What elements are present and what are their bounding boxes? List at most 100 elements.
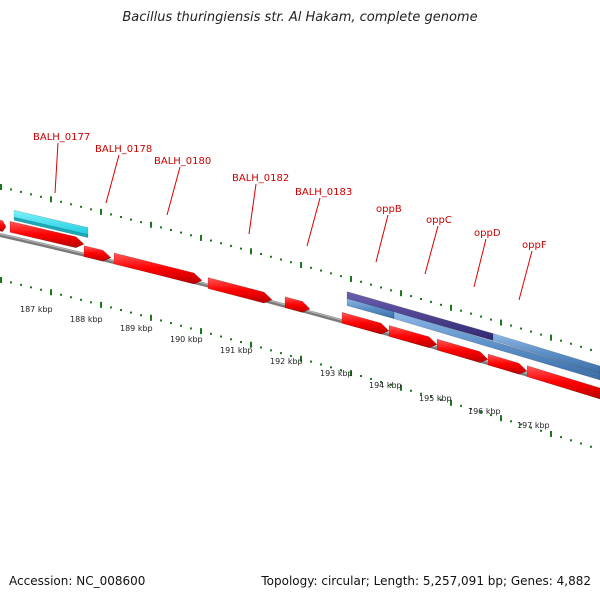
label-leader-line (248, 183, 257, 235)
major-tick (450, 304, 452, 311)
gene-label-balh-0178: BALH_0178 (95, 144, 152, 155)
minor-tick (290, 354, 292, 357)
outer-tick-ring (0, 184, 592, 351)
label-leader-line (54, 142, 59, 194)
minor-tick (340, 369, 342, 372)
kbp-label-layer: 187 kbp 188 kbp 189 kbp 190 kbp 191 kbp … (20, 305, 550, 430)
minor-tick (480, 411, 482, 413)
minor-tick (540, 333, 542, 336)
minor-tick (360, 375, 362, 377)
minor-tick (110, 213, 112, 216)
kbp-label-187: 187 kbp (20, 305, 53, 314)
minor-tick (460, 404, 462, 407)
minor-tick (270, 349, 272, 352)
minor-tick (270, 255, 272, 258)
minor-tick (530, 330, 532, 333)
minor-tick (30, 286, 32, 289)
minor-tick (560, 339, 562, 342)
tick-layer (0, 184, 592, 448)
major-tick (150, 221, 152, 228)
minor-tick (170, 228, 172, 231)
minor-tick (40, 195, 42, 198)
inner-tick-ring (0, 277, 592, 448)
minor-tick (480, 315, 482, 318)
minor-tick (10, 188, 12, 191)
gene-label-oppc: oppC (426, 215, 452, 226)
major-tick (250, 248, 252, 255)
minor-tick (110, 306, 112, 309)
gene-label-balh-0182: BALH_0182 (232, 173, 289, 184)
gene-arrow (83, 245, 112, 262)
major-tick (50, 196, 52, 203)
major-tick (500, 415, 502, 422)
minor-tick (180, 324, 182, 327)
gene-label-oppb: oppB (376, 204, 402, 215)
minor-tick (360, 280, 362, 283)
gene-arrow (284, 296, 311, 313)
label-leader-line (375, 214, 389, 263)
minor-tick (210, 332, 212, 335)
major-tick (300, 262, 302, 268)
minor-tick (160, 226, 162, 229)
minor-tick (520, 327, 522, 330)
minor-tick (310, 360, 312, 363)
minor-tick (390, 289, 392, 292)
minor-tick (410, 295, 412, 298)
major-tick (300, 355, 302, 362)
cyan-feature-underline (13, 216, 89, 238)
major-tick (550, 430, 552, 437)
gene-arrow (9, 220, 85, 249)
minor-tick (580, 345, 582, 348)
gene-label-balh-0183: BALH_0183 (295, 187, 352, 198)
minor-tick (280, 258, 282, 261)
minor-tick (340, 275, 342, 278)
minor-tick (90, 301, 92, 304)
minor-tick (330, 366, 332, 369)
minor-tick (280, 352, 282, 355)
minor-tick (510, 420, 512, 423)
minor-tick (370, 283, 372, 286)
minor-tick (370, 377, 372, 380)
minor-tick (120, 216, 122, 218)
gene-arrow (341, 311, 390, 335)
minor-tick (90, 208, 92, 211)
kbp-label-188: 188 kbp (70, 315, 103, 324)
minor-tick (20, 190, 22, 193)
minor-tick (580, 442, 582, 445)
minor-tick (260, 253, 262, 256)
minor-tick (190, 234, 192, 237)
genome-title: Bacillus thuringiensis str. Al Hakam, co… (122, 10, 478, 25)
feature-layer (0, 209, 600, 400)
minor-tick (10, 281, 12, 284)
major-tick (400, 384, 402, 391)
label-leader-line (518, 250, 533, 301)
label-leader-line (306, 197, 321, 247)
minor-tick (490, 318, 492, 321)
minor-tick (420, 392, 422, 395)
label-leader-line (424, 225, 439, 275)
genome-stats-label: Topology: circular; Length: 5,257,091 bp… (261, 574, 591, 588)
minor-tick (120, 309, 122, 311)
minor-tick (320, 363, 322, 366)
kbp-label-194: 194 kbp (369, 381, 402, 390)
kbp-label-196: 196 kbp (468, 407, 501, 416)
minor-tick (240, 247, 242, 250)
gene-label-oppf: oppF (522, 240, 547, 251)
minor-tick (510, 324, 512, 327)
minor-tick (330, 272, 332, 275)
major-tick (350, 370, 352, 377)
minor-tick (20, 283, 22, 286)
minor-tick (430, 395, 432, 398)
kbp-label-195: 195 kbp (419, 394, 452, 403)
major-tick (500, 319, 502, 326)
minor-tick (310, 266, 312, 269)
major-tick (450, 399, 452, 406)
leader-layer (54, 142, 533, 301)
minor-tick (240, 341, 242, 343)
gene-label-balh-0180: BALH_0180 (154, 156, 211, 167)
minor-tick (440, 303, 442, 306)
minor-tick (520, 423, 522, 426)
minor-tick (70, 296, 72, 299)
minor-tick (570, 439, 572, 442)
